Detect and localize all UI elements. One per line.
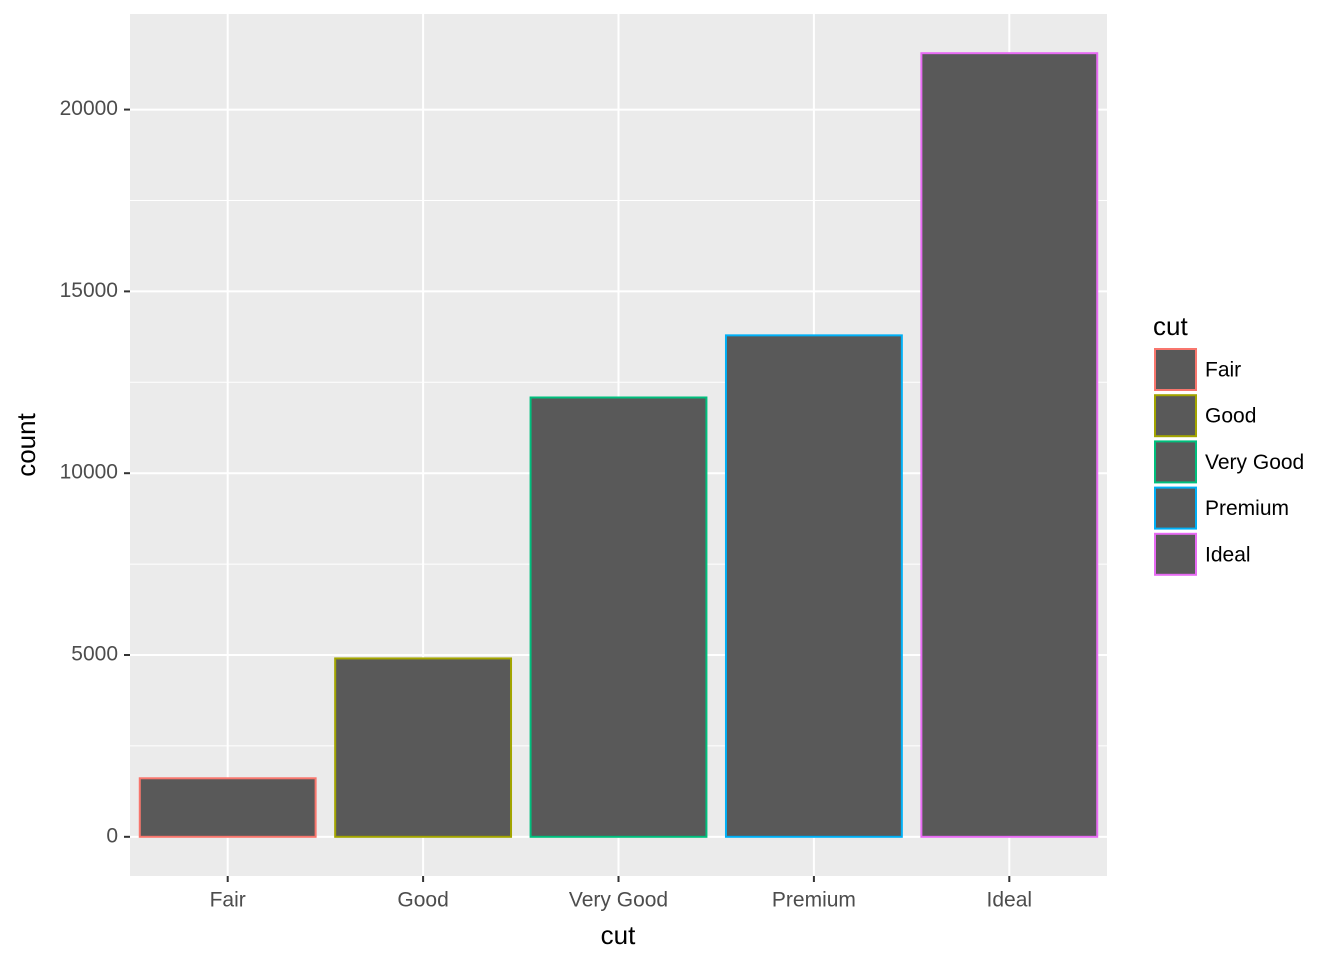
y-tick-label: 20000 — [60, 97, 118, 120]
y-tick-label: 15000 — [60, 279, 118, 302]
bar — [724, 334, 903, 838]
x-tick-label: Premium — [772, 889, 856, 912]
x-tick-label: Fair — [210, 889, 246, 912]
y-axis-title: count — [11, 412, 41, 476]
bar — [529, 396, 708, 838]
legend-key — [1154, 440, 1197, 484]
x-tick-label: Very Good — [569, 889, 668, 912]
legend-label: Very Good — [1205, 451, 1304, 474]
legend-label: Good — [1205, 405, 1256, 428]
legend-label: Ideal — [1205, 543, 1251, 566]
bar — [138, 777, 317, 838]
x-tick-label: Good — [397, 889, 448, 912]
legend-key — [1154, 532, 1197, 576]
bar — [334, 657, 513, 838]
x-tick-label: Ideal — [987, 889, 1033, 912]
legend-key — [1154, 394, 1197, 438]
y-tick-label: 5000 — [71, 643, 118, 666]
legend-key — [1154, 486, 1197, 530]
y-tick-label: 10000 — [60, 461, 118, 484]
x-axis-title: cut — [601, 920, 636, 950]
legend-label: Premium — [1205, 497, 1289, 520]
legend-label: Fair — [1205, 359, 1241, 382]
y-tick-label: 0 — [106, 824, 118, 847]
legend-key — [1154, 348, 1197, 391]
legend-title: cut — [1153, 311, 1188, 341]
bar — [920, 52, 1099, 838]
